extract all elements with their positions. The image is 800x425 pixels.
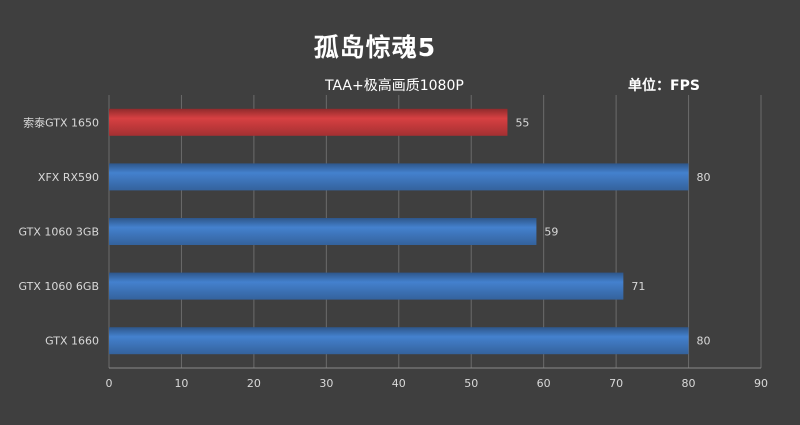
data-label-2: 59 [544,226,558,239]
bar-3 [109,272,624,300]
category-label-2: GTX 1060 3GB [19,226,99,239]
category-label-4: GTX 1660 [45,335,99,348]
chart-subtitle: TAA+极高画质1080P [325,78,464,94]
x-tick-label-70: 70 [609,377,623,390]
category-label-0: 索泰GTX 1650 [23,115,99,129]
data-label-1: 80 [697,171,711,184]
x-tick-label-20: 20 [247,377,261,390]
bar-1 [109,163,689,191]
x-tick-label-60: 60 [537,377,551,390]
category-label-1: XFX RX590 [38,171,99,184]
x-tick-label-40: 40 [392,377,406,390]
data-label-4: 80 [697,335,711,348]
bar-0 [109,108,508,136]
bar-4 [109,327,689,355]
x-tick-label-10: 10 [174,377,188,390]
bar-2 [109,218,537,245]
unit-label: 单位：FPS [628,78,700,94]
x-tick-label-80: 80 [682,377,696,390]
data-label-0: 55 [515,116,529,129]
category-label-3: GTX 1060 6GB [19,280,99,293]
x-tick-label-90: 90 [754,377,768,390]
x-tick-label-50: 50 [464,377,478,390]
x-tick-label-30: 30 [319,377,333,390]
x-tick-label-0: 0 [106,377,113,390]
data-label-3: 71 [631,280,645,293]
chart-title: 孤岛惊魂5 [313,33,437,62]
